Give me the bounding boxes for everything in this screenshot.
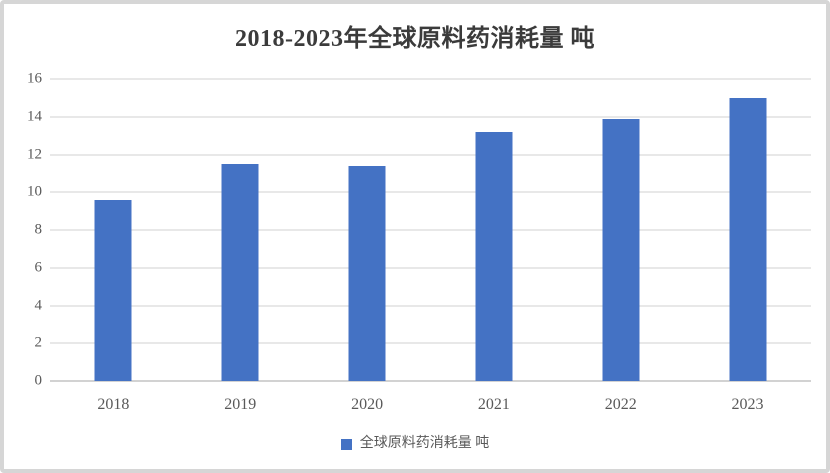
bar-2019 xyxy=(221,163,259,381)
gridline xyxy=(50,304,811,307)
gridlines xyxy=(50,78,811,382)
bar-2018 xyxy=(94,199,132,381)
bar-slot-2021 xyxy=(430,79,557,381)
y-tick-label: 4 xyxy=(34,297,43,313)
gridline xyxy=(50,342,811,345)
x-axis-labels: 2018 2019 2020 2021 2022 2023 xyxy=(50,393,811,417)
y-axis-labels: 0 2 4 6 8 10 12 14 16 xyxy=(4,71,43,388)
bar-slot-2019 xyxy=(177,79,304,381)
x-tick-label-2021: 2021 xyxy=(477,396,510,413)
y-tick-label: 6 xyxy=(34,259,43,276)
x-tick-label-2023: 2023 xyxy=(731,396,764,413)
plot-area xyxy=(50,78,811,382)
bars-container xyxy=(50,79,811,381)
y-tick-label: 2 xyxy=(34,334,43,351)
x-tick-label-2019: 2019 xyxy=(224,396,257,413)
gridline xyxy=(50,266,811,269)
gridline xyxy=(50,191,811,194)
gridline xyxy=(50,153,811,156)
bar-2022 xyxy=(602,118,640,381)
bar-2021 xyxy=(475,131,513,381)
legend: 全球原料药消耗量 吨 xyxy=(4,434,826,454)
y-tick-label: 8 xyxy=(34,221,43,238)
x-axis-line xyxy=(50,380,811,382)
x-tick-label-2018: 2018 xyxy=(97,396,130,413)
bar-slot-2023 xyxy=(684,79,811,381)
gridline xyxy=(50,115,811,118)
x-tick-label-2022: 2022 xyxy=(604,396,637,413)
bar-slot-2018 xyxy=(50,79,177,381)
x-tick-label-2020: 2020 xyxy=(351,396,384,413)
y-tick-label: 14 xyxy=(27,108,42,125)
y-tick-label: 10 xyxy=(27,183,42,200)
legend-label: 全球原料药消耗量 吨 xyxy=(359,436,490,451)
y-tick-label: 16 xyxy=(27,70,42,87)
y-tick-label: 0 xyxy=(34,372,43,389)
bar-2020 xyxy=(348,165,386,381)
gridline xyxy=(50,229,811,231)
chart-title: 2018-2023年全球原料药消耗量 吨 xyxy=(235,26,595,52)
gridline xyxy=(50,78,811,80)
bar-2023 xyxy=(729,97,767,381)
bar-slot-2022 xyxy=(557,79,684,381)
legend-swatch-icon xyxy=(340,438,352,450)
y-tick-label: 12 xyxy=(27,146,42,162)
bar-slot-2020 xyxy=(304,79,431,381)
